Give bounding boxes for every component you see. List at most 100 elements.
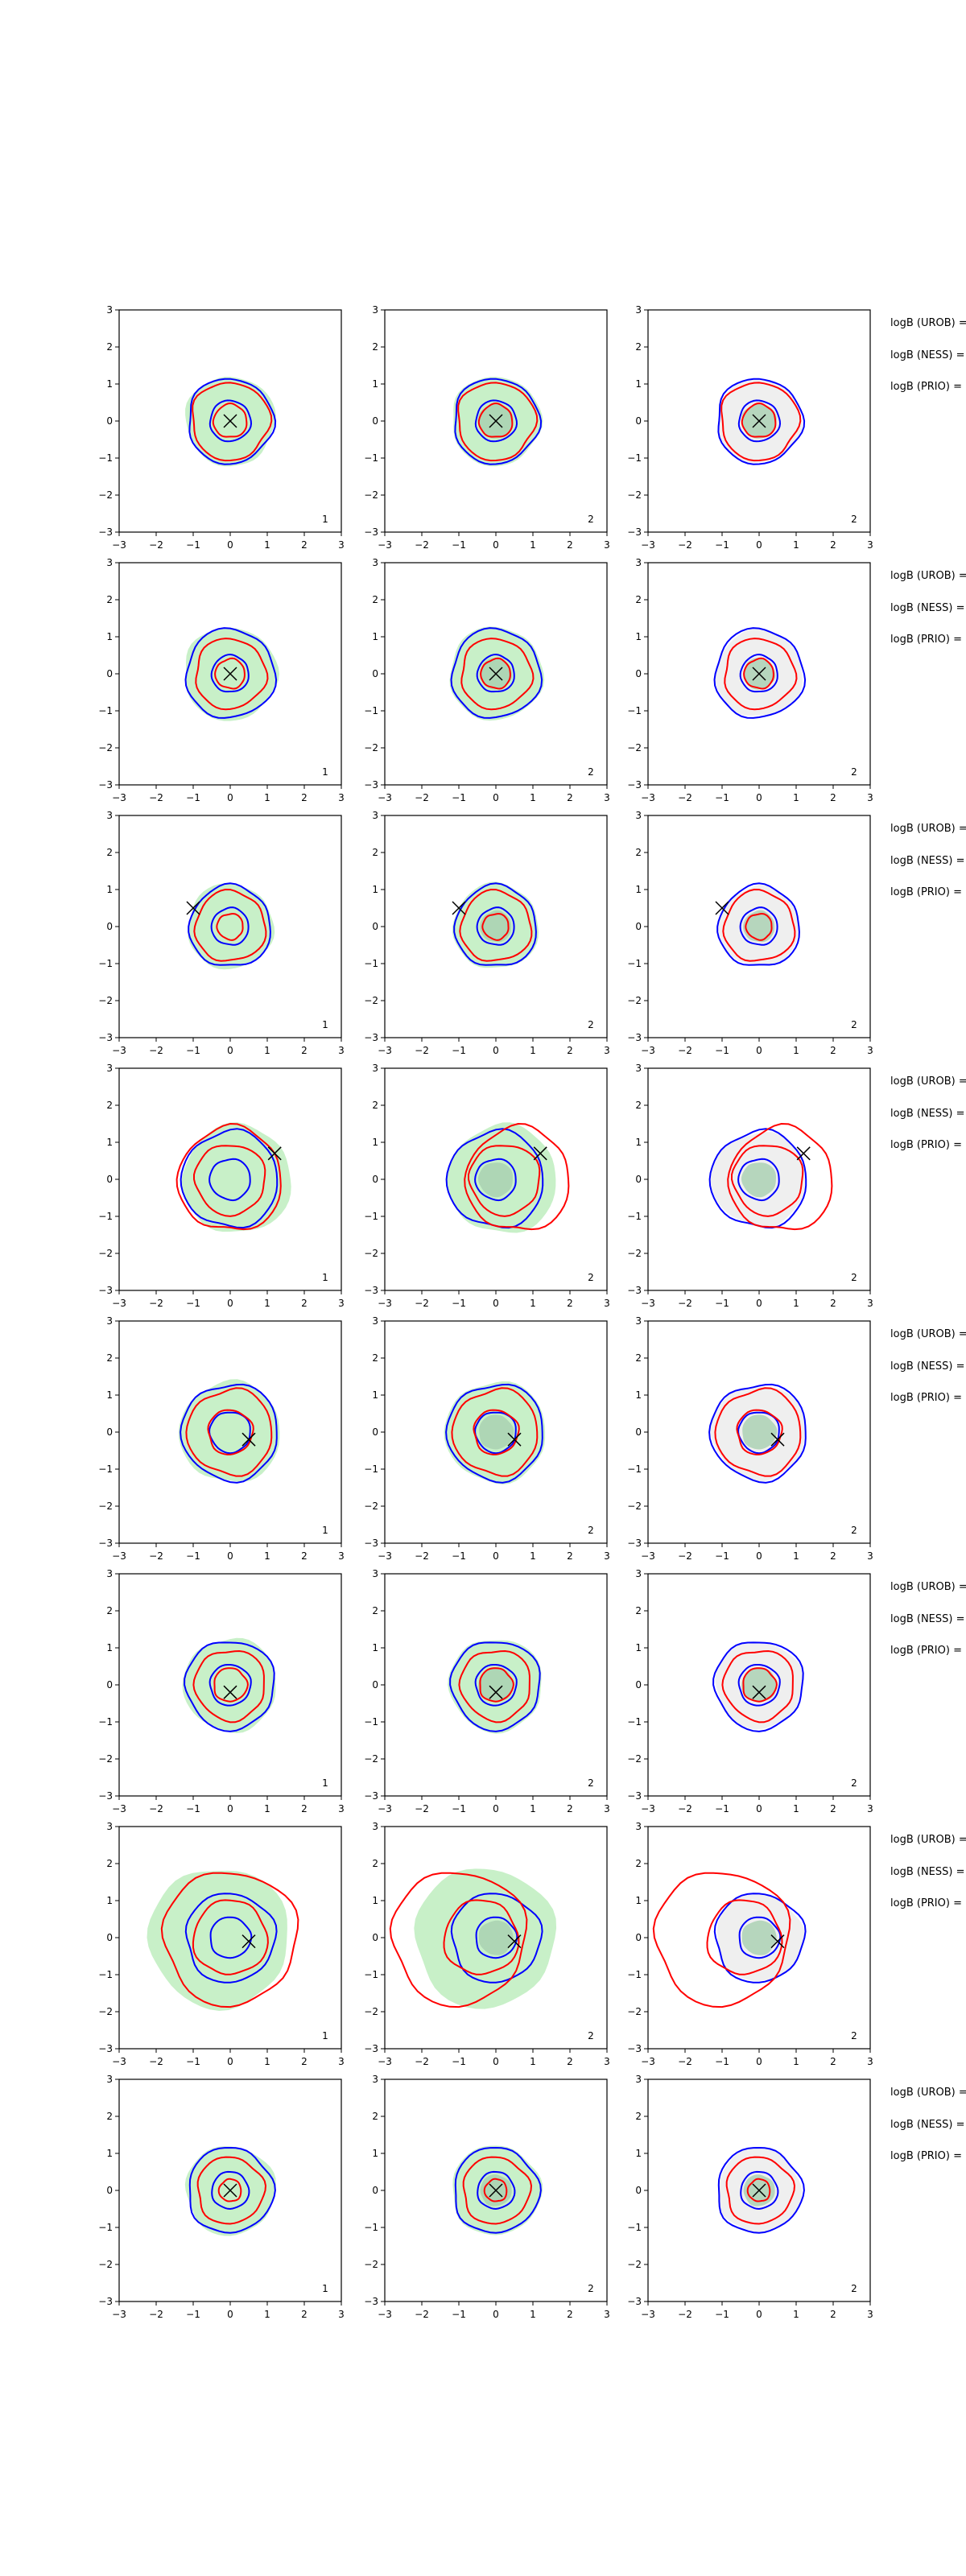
x-tick-label: 3 <box>604 539 610 551</box>
blue-outer-contour <box>188 882 271 966</box>
inner-filled-region <box>742 1414 778 1450</box>
true-value-marker <box>507 1934 522 1949</box>
x-tick-label: −3 <box>112 1298 126 1309</box>
y-tick-label: 0 <box>106 1426 113 1438</box>
logb-stat-label: logB (UROB) = <box>890 1075 966 1088</box>
y-tick-label: 1 <box>372 1389 378 1401</box>
x-tick-label: 3 <box>338 792 345 803</box>
y-tick-label: 1 <box>106 1137 113 1148</box>
panel-r5-c2: −3 −2 −1 0 1 2 3 −3 −2 −1 0 1 2 3 2 <box>364 1315 610 1562</box>
blue-inner-contour <box>738 1916 782 1959</box>
x-tick-label: −3 <box>641 539 655 551</box>
y-tick-label: 1 <box>106 378 113 390</box>
x-tick-label: −1 <box>715 2309 729 2320</box>
inner-filled-region <box>743 910 775 943</box>
y-tick-label: 0 <box>635 415 642 427</box>
x-tick-label: −3 <box>378 792 392 803</box>
blue-outer-contour <box>445 1383 543 1484</box>
y-tick-label: −3 <box>364 1285 378 1296</box>
panel-corner-label: 2 <box>851 1525 857 1536</box>
x-tick-label: 2 <box>301 2309 308 2320</box>
y-tick-label: 2 <box>372 1605 378 1616</box>
y-tick-label: 2 <box>635 1858 642 1869</box>
panel-corner-label: 1 <box>322 766 328 778</box>
logb-stat-label: logB (UROB) = <box>890 570 966 582</box>
panel-corner-label: 2 <box>851 1777 857 1789</box>
x-tick-label: 1 <box>793 1803 799 1814</box>
blue-inner-contour <box>208 1411 251 1455</box>
y-tick-label: −1 <box>98 705 113 716</box>
panel-corner-label: 1 <box>322 2283 328 2294</box>
x-tick-label: 1 <box>793 539 799 551</box>
y-tick-label: −2 <box>98 1501 113 1512</box>
blue-inner-contour <box>209 1916 253 1959</box>
red-outer-contour <box>462 2156 533 2225</box>
x-tick-label: 3 <box>604 1045 610 1056</box>
logb-stat-label: logB (UROB) = <box>890 1581 966 1593</box>
x-tick-label: −1 <box>186 1550 200 1562</box>
y-tick-label: 1 <box>372 1137 378 1148</box>
x-tick-label: −3 <box>112 1803 126 1814</box>
x-tick-label: 3 <box>867 1803 873 1814</box>
x-tick-label: 1 <box>530 1550 536 1562</box>
x-tick-label: 1 <box>264 2056 270 2067</box>
x-tick-label: 0 <box>227 1045 233 1056</box>
red-outer-contour <box>459 888 533 962</box>
blue-inner-contour <box>476 653 515 693</box>
y-tick-label: −1 <box>364 1969 378 1980</box>
y-tick-label: −3 <box>98 2296 113 2307</box>
x-tick-label: −2 <box>415 1045 429 1056</box>
y-tick-label: 3 <box>106 810 113 821</box>
inner-filled-region <box>480 910 512 943</box>
x-tick-label: 3 <box>338 1298 345 1309</box>
x-tick-label: 2 <box>301 792 308 803</box>
red-inner-contour <box>193 1145 266 1217</box>
panel-corner-label: 2 <box>851 2283 857 2294</box>
panel-corner-label: 2 <box>851 1019 857 1030</box>
y-tick-label: 0 <box>635 1426 642 1438</box>
y-tick-label: −2 <box>364 1248 378 1259</box>
x-tick-label: 1 <box>793 792 799 803</box>
x-tick-label: −1 <box>452 2309 466 2320</box>
blue-inner-contour <box>477 2170 516 2211</box>
red-inner-contour <box>742 1667 778 1703</box>
blue-inner-contour <box>475 1916 518 1959</box>
true-value-marker <box>507 1432 522 1447</box>
logb-stat-label: logB (PRIO) = <box>890 886 962 898</box>
x-tick-label: −1 <box>186 792 200 803</box>
x-tick-label: 2 <box>830 539 836 551</box>
y-tick-label: 3 <box>635 1315 642 1327</box>
y-tick-label: 0 <box>635 668 642 679</box>
x-tick-label: 1 <box>264 792 270 803</box>
inner-filled-region <box>213 1667 248 1703</box>
blue-inner-contour <box>739 653 778 693</box>
x-tick-label: 1 <box>530 539 536 551</box>
x-tick-label: 1 <box>530 1298 536 1309</box>
x-tick-label: 1 <box>793 2056 799 2067</box>
y-tick-label: 2 <box>372 1858 378 1869</box>
panel-corner-label: 1 <box>322 1777 328 1789</box>
x-tick-label: 1 <box>264 2309 270 2320</box>
y-tick-label: −1 <box>98 2222 113 2233</box>
x-tick-label: −3 <box>112 2309 126 2320</box>
x-tick-label: 0 <box>227 539 233 551</box>
true-value-marker <box>489 667 503 681</box>
x-tick-label: −2 <box>415 2056 429 2067</box>
x-tick-label: −2 <box>149 2309 163 2320</box>
y-tick-label: 3 <box>372 1315 378 1327</box>
y-tick-label: −3 <box>364 2296 378 2307</box>
panel-corner-label: 1 <box>322 2030 328 2041</box>
panel-r3-c1: −3 −2 −1 0 1 2 3 −3 −2 −1 0 1 2 3 1 <box>98 810 345 1056</box>
x-tick-label: 2 <box>830 792 836 803</box>
y-tick-label: 0 <box>372 2185 378 2196</box>
x-tick-label: −1 <box>186 539 200 551</box>
x-tick-label: 2 <box>567 792 573 803</box>
y-tick-label: 0 <box>106 921 113 932</box>
y-tick-label: −1 <box>627 958 642 969</box>
red-outer-contour <box>160 1872 299 2008</box>
y-tick-label: −2 <box>627 995 642 1006</box>
red-inner-contour <box>217 2178 242 2202</box>
panel-r1-c3: −3 −2 −1 0 1 2 3 −3 −2 −1 0 1 2 3 2 <box>627 304 873 551</box>
red-outer-contour <box>457 382 539 462</box>
